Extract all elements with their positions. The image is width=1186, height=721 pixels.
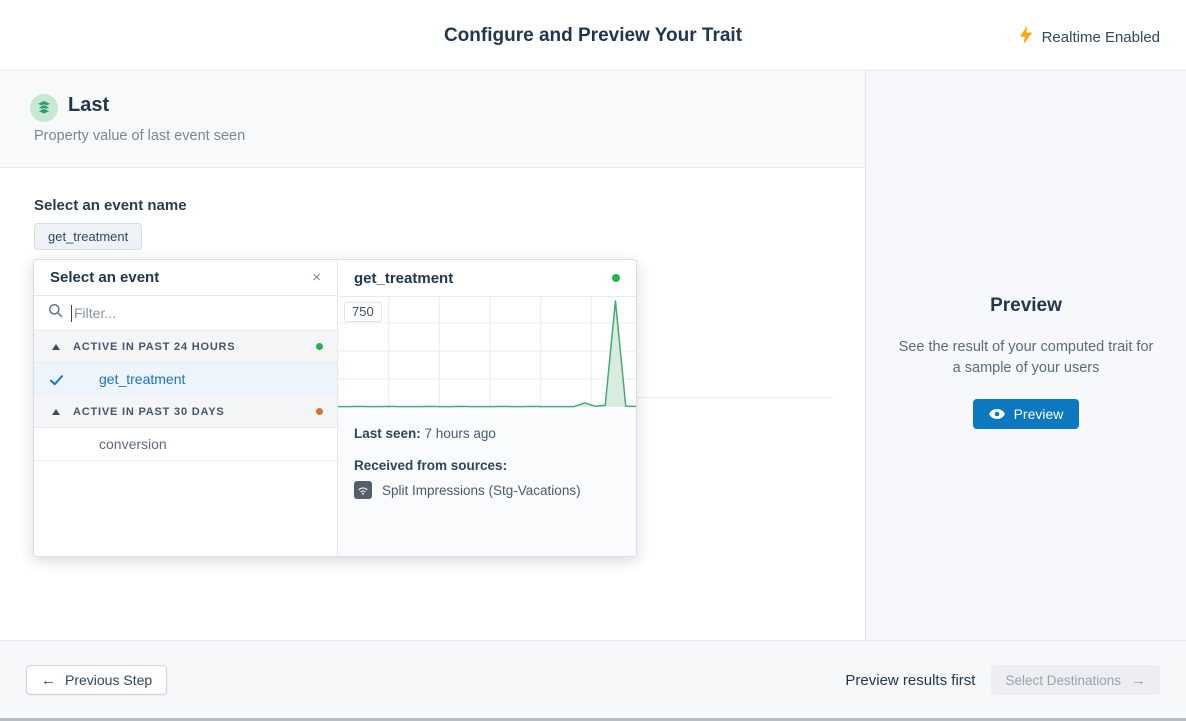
select-destinations-button[interactable]: Select Destinations → [991,665,1160,695]
footer-right-group: Preview results first Select Destination… [845,665,1160,695]
preview-block: Preview See the result of your computed … [866,295,1186,430]
previous-step-label: Previous Step [65,672,153,688]
top-header: Configure and Preview Your Trait Realtim… [0,0,1186,71]
realtime-status: Realtime Enabled [1019,26,1160,49]
last-seen-value: 7 hours ago [424,426,496,441]
orange-status-dot [316,408,323,415]
layers-icon [30,94,58,122]
group-label: ACTIVE IN PAST 24 HOURS [73,340,236,353]
search-icon [48,303,63,323]
event-detail-header: get_treatment [338,260,636,296]
page-title: Configure and Preview Your Trait [443,25,743,46]
preview-sidebar: Preview See the result of your computed … [865,71,1186,640]
previous-step-button[interactable]: ← Previous Step [26,665,168,695]
preview-button[interactable]: Preview [972,399,1080,430]
collapse-triangle-icon [52,343,60,350]
collapse-triangle-icon [52,408,60,415]
event-select-label: Select an event name [34,197,187,214]
main-panel: Last Property value of last event seen S… [0,71,865,640]
footer-hint: Preview results first [845,671,976,689]
event-activity-chart: 750 [338,296,636,409]
group-label: ACTIVE IN PAST 30 DAYS [73,405,225,418]
arrow-left-icon: ← [41,671,56,689]
last-seen-line: Last seen: 7 hours ago [354,426,620,441]
chart-ymax-label: 750 [344,302,382,322]
sources-line: Received from sources: Split Impressions… [354,458,620,499]
eye-icon [988,406,1005,422]
sources-label: Received from sources: [354,458,508,473]
source-name: Split Impressions (Stg-Vacations) [382,482,581,498]
event-detail-column: get_treatment 750 Last seen: 7 hours ago… [338,260,636,556]
event-picker-popover: Select an event × ACTIVE IN PAST 24 HOUR… [33,259,637,557]
green-status-dot [612,274,620,282]
last-seen-label: Last seen: [354,426,421,441]
popover-header: Select an event × [34,260,337,296]
event-item-label: get_treatment [99,371,186,387]
preview-description: See the result of your computed trait fo… [898,339,1154,377]
event-detail-info: Last seen: 7 hours ago Received from sou… [338,408,636,556]
footer-bar: ← Previous Step Preview results first Se… [0,640,1186,718]
event-detail-title: get_treatment [354,269,454,287]
event-item-label: conversion [99,436,167,452]
select-destinations-label: Select Destinations [1005,672,1121,688]
group-header-30d[interactable]: ACTIVE IN PAST 30 DAYS [34,396,337,428]
check-icon [50,373,63,389]
background-field-edge [637,397,833,398]
green-status-dot [316,343,323,350]
lightning-icon [1019,26,1033,49]
event-item-conversion[interactable]: conversion [34,428,337,461]
group-header-24h[interactable]: ACTIVE IN PAST 24 HOURS [34,331,337,363]
trait-name: Last [68,94,110,116]
filter-input[interactable] [71,304,323,322]
source-row: Split Impressions (Stg-Vacations) [354,481,620,499]
selected-event-chip[interactable]: get_treatment [34,223,143,250]
filter-row [34,296,337,331]
popover-title: Select an event [50,269,160,286]
wifi-icon [354,481,372,499]
preview-button-label: Preview [1013,406,1064,423]
trait-header: Last Property value of last event seen [0,71,865,168]
event-list-column: Select an event × ACTIVE IN PAST 24 HOUR… [34,260,338,556]
preview-title: Preview [990,295,1062,316]
realtime-label: Realtime Enabled [1041,29,1160,46]
close-icon[interactable]: × [312,269,321,286]
trait-description: Property value of last event seen [34,128,246,144]
event-item-get-treatment[interactable]: get_treatment [34,363,337,396]
arrow-right-icon: → [1131,671,1146,689]
